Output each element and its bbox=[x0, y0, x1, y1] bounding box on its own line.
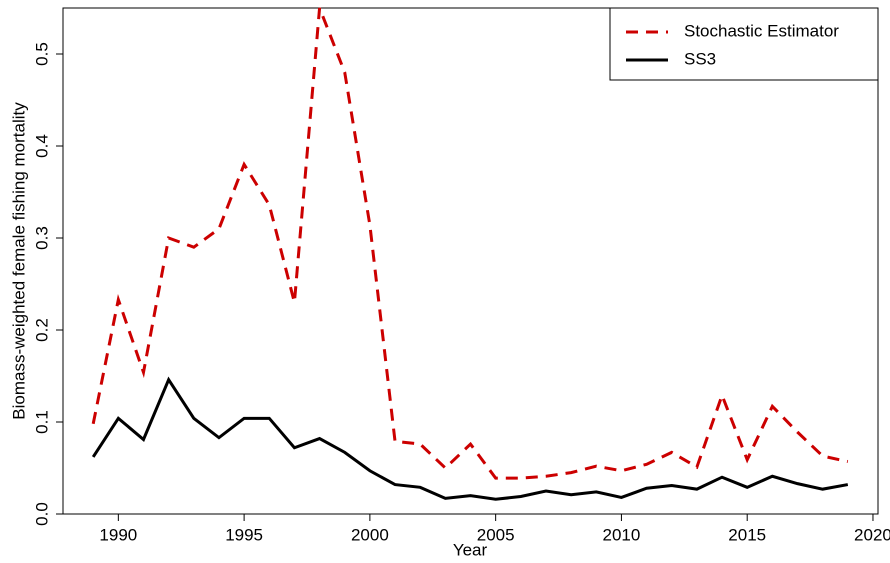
y-tick-label: 0.3 bbox=[32, 226, 51, 250]
legend-label: Stochastic Estimator bbox=[684, 21, 839, 40]
x-tick-label: 2000 bbox=[351, 525, 389, 544]
y-tick-label: 0.1 bbox=[32, 410, 51, 434]
x-tick-label: 2015 bbox=[728, 525, 766, 544]
y-tick-label: 0.5 bbox=[32, 42, 51, 66]
legend-label: SS3 bbox=[684, 49, 716, 68]
y-axis-label: Biomass-weighted female fishing mortalit… bbox=[9, 102, 28, 420]
x-tick-label: 2005 bbox=[477, 525, 515, 544]
plot-frame bbox=[62, 7, 879, 515]
legend-box bbox=[609, 7, 879, 81]
x-tick-label: 1995 bbox=[225, 525, 263, 544]
y-tick-label: 0.4 bbox=[32, 134, 51, 158]
y-tick-label: 0.0 bbox=[32, 502, 51, 526]
x-axis-label: Year bbox=[453, 540, 488, 559]
series-line bbox=[91, 7, 849, 480]
series-line bbox=[91, 376, 849, 501]
y-tick-label: 0.2 bbox=[32, 318, 51, 342]
x-tick-label: 2010 bbox=[603, 525, 641, 544]
x-tick-label: 1990 bbox=[99, 525, 137, 544]
x-tick-label: 2020 bbox=[854, 525, 890, 544]
